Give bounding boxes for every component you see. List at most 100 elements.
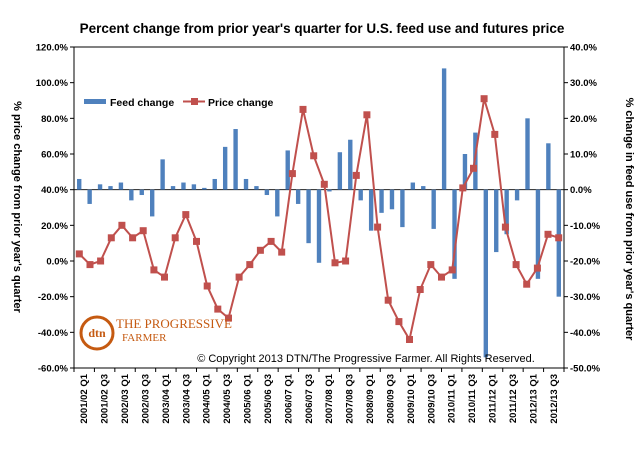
feed-change-bar	[191, 184, 197, 190]
right-tick-label: 30.0%	[570, 78, 597, 89]
left-tick-label: 80.0%	[41, 114, 68, 125]
feed-change-bar	[285, 150, 290, 190]
x-tick-label: 2012/13 Q1	[528, 373, 539, 423]
feed-change-bar	[243, 178, 249, 190]
right-tick-label: -10.0%	[570, 221, 601, 232]
price-change-marker	[523, 280, 531, 288]
price-change-marker	[395, 318, 403, 326]
feed-change-bar	[462, 154, 468, 190]
price-change-marker	[320, 180, 328, 188]
x-tick-label: 2007/08 Q1	[324, 373, 335, 423]
price-change-marker	[299, 105, 307, 113]
left-tick-label: -40.0%	[38, 328, 69, 339]
x-tick-label: 2006/07 Q3	[304, 374, 315, 424]
price-change-marker	[246, 261, 254, 269]
x-tick-label: 2002/03 Q3	[141, 374, 152, 424]
left-tick-label: 100.0%	[36, 78, 69, 89]
right-tick-label: 0.0%	[570, 185, 592, 196]
feed-change-bar	[389, 189, 395, 210]
feed-change-bar	[118, 182, 124, 190]
feed-change-bar	[139, 189, 144, 196]
x-tick-label: 2004/05 Q1	[202, 373, 213, 423]
feed-change-bar	[87, 189, 92, 204]
price-change-marker	[267, 237, 275, 245]
feed-change-bar	[202, 187, 207, 190]
price-change-marker	[352, 171, 360, 179]
right-tick-label: -20.0%	[570, 257, 601, 268]
x-tick-label: 2003/04 Q1	[161, 373, 172, 423]
logo-line1: THE PROGRESSIVE	[116, 316, 232, 331]
feed-change-bar	[494, 189, 499, 253]
feed-change-bar	[431, 189, 436, 229]
x-tick-label: 2003/04 Q3	[181, 374, 192, 424]
x-tick-label: 2010/11 Q3	[467, 374, 478, 423]
left-tick-label: 20.0%	[41, 221, 68, 232]
price-change-polyline	[78, 98, 560, 343]
x-tick-label: 2005/06 Q3	[263, 374, 274, 424]
feed-change-bar	[170, 186, 176, 190]
left-tick-label: 60.0%	[41, 150, 68, 161]
feed-change-bar	[181, 182, 186, 190]
right-tick-label: 20.0%	[570, 114, 597, 125]
price-change-marker	[203, 282, 211, 290]
right-tick-label: -50.0%	[570, 364, 601, 375]
feed-change-bar	[212, 178, 217, 190]
price-change-marker	[544, 230, 552, 238]
price-change-marker	[235, 273, 243, 281]
price-change-marker	[129, 234, 137, 242]
price-change-marker	[512, 261, 520, 269]
feed-change-bar	[295, 189, 301, 204]
feed-change-bar	[222, 146, 228, 190]
x-tick-label: 2009/10 Q1	[406, 373, 417, 423]
dtn-badge-icon	[79, 315, 115, 351]
feed-change-bar	[400, 189, 405, 228]
price-change-marker	[491, 130, 499, 138]
price-change-marker	[416, 286, 424, 293]
right-tick-label: 10.0%	[570, 150, 597, 161]
legend-feed-swatch	[84, 99, 106, 104]
feed-change-bar	[452, 189, 457, 279]
feed-change-bar	[483, 189, 488, 358]
feed-change-bar	[97, 184, 103, 190]
feed-change-bar	[160, 159, 165, 190]
x-tick-label: 2005/06 Q1	[243, 373, 254, 423]
x-tick-label: 2008/09 Q1	[365, 373, 376, 423]
price-change-marker	[75, 250, 83, 258]
x-tick-label: 2004/05 Q3	[222, 374, 233, 424]
price-change-marker	[470, 164, 477, 172]
legend-feed-label: Feed change	[110, 97, 174, 109]
price-change-marker	[459, 184, 467, 192]
price-change-marker	[214, 305, 222, 313]
feed-change-bar	[264, 189, 270, 196]
price-change-marker	[363, 111, 371, 119]
price-change-marker	[406, 336, 413, 343]
x-axis-ticks: 2001/02 Q1 2001/02 Q3 2002/03 Q1 2002/03 Q3…	[73, 368, 565, 424]
legend-price-marker	[191, 98, 198, 105]
chart-title: Percent change from prior year's quarter…	[80, 21, 565, 36]
price-change-marker	[288, 170, 296, 178]
price-change-marker	[161, 273, 168, 281]
feed-change-bar	[233, 129, 238, 190]
right-tick-label: -40.0%	[570, 328, 601, 339]
x-tick-label: 2012/13 Q3	[549, 374, 560, 424]
feed-change-bar	[410, 182, 416, 190]
feed-change-bar	[150, 189, 155, 217]
left-tick-label: -60.0%	[38, 364, 69, 375]
price-change-marker	[139, 227, 147, 235]
price-change-marker	[438, 273, 445, 281]
feed-change-bar	[525, 118, 530, 190]
feed-change-bar	[77, 178, 82, 190]
feed-change-bar	[348, 139, 353, 190]
price-change-line	[75, 95, 563, 343]
right-axis-ticks: 40.0% 30.0% 20.0% 10.0% 0.0% -10.0% -20.0% -30.…	[564, 43, 601, 375]
x-tick-label: 2006/07 Q1	[283, 373, 294, 423]
legend-price-label: Price change	[208, 97, 274, 109]
feed-change-bar	[379, 189, 384, 213]
price-change-marker	[86, 261, 94, 269]
x-tick-label: 2008/09 Q3	[386, 374, 397, 424]
right-tick-label: -30.0%	[570, 292, 601, 303]
price-change-marker	[384, 296, 392, 304]
right-tick-label: 40.0%	[570, 43, 597, 54]
dtn-badge-text: dtn	[88, 326, 106, 340]
price-change-marker	[107, 234, 115, 242]
